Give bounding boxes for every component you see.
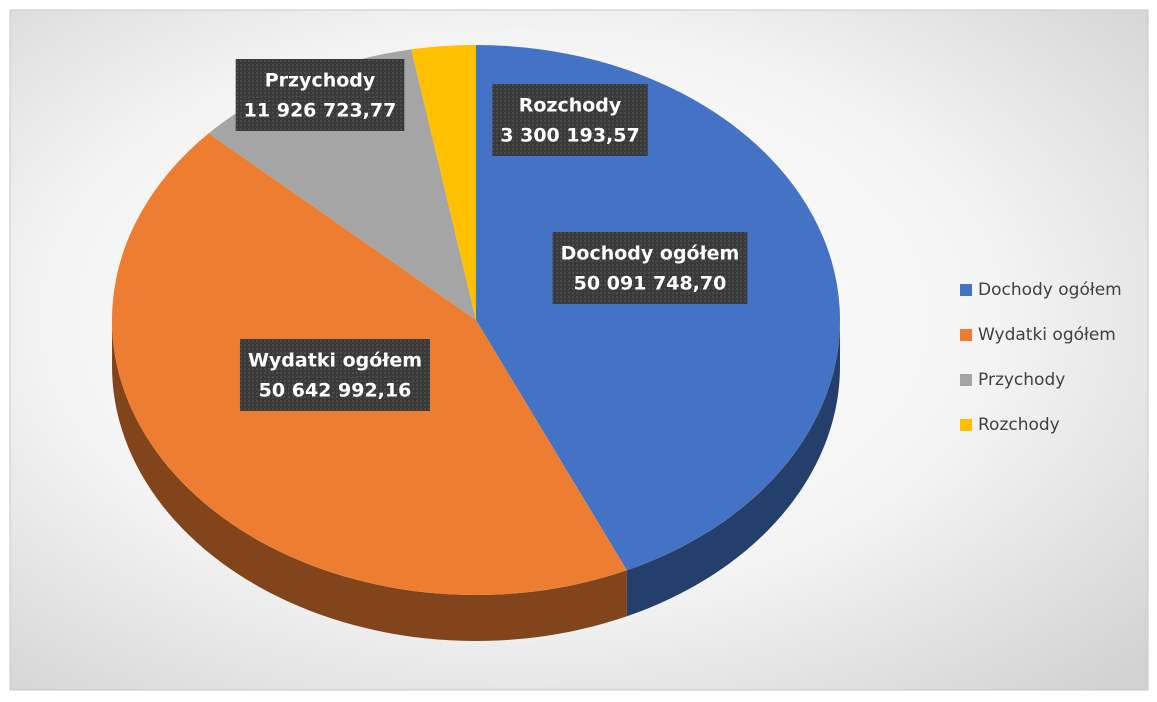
data-label: Wydatki ogółem 50 642 992,16: [239, 339, 431, 411]
data-label-box: [552, 232, 748, 304]
data-label-box: [239, 339, 431, 411]
data-label: Dochody ogółem 50 091 748,70: [552, 232, 748, 304]
slice-side: [626, 320, 840, 617]
legend-swatch: [960, 374, 972, 386]
legend-label: Dochody ogółem: [978, 280, 1122, 300]
data-label-value: 50 091 748,70: [574, 273, 727, 295]
data-label-category: Rozchody: [519, 95, 622, 117]
slice: [476, 45, 840, 571]
legend-swatch: [960, 329, 972, 341]
legend-swatch: [960, 419, 972, 431]
data-label: Przychody 11 926 723,77: [235, 59, 405, 131]
data-label-value: 11 926 723,77: [244, 100, 397, 122]
slice: [411, 45, 476, 320]
data-label-value: 50 642 992,16: [259, 380, 412, 402]
slice-side: [112, 320, 627, 641]
legend-label: Wydatki ogółem: [978, 325, 1116, 345]
data-label: Rozchody 3 300 193,57: [492, 84, 648, 156]
legend-swatch: [960, 284, 972, 296]
data-label-category: Wydatki ogółem: [248, 350, 422, 372]
data-label-category: Przychody: [265, 70, 376, 92]
data-label-category: Dochody ogółem: [561, 243, 740, 265]
data-label-box: [235, 59, 405, 131]
legend-label: Przychody: [978, 370, 1065, 390]
data-label-value: 3 300 193,57: [500, 125, 639, 147]
data-label-box: [492, 84, 648, 156]
legend-label: Rozchody: [978, 415, 1060, 435]
